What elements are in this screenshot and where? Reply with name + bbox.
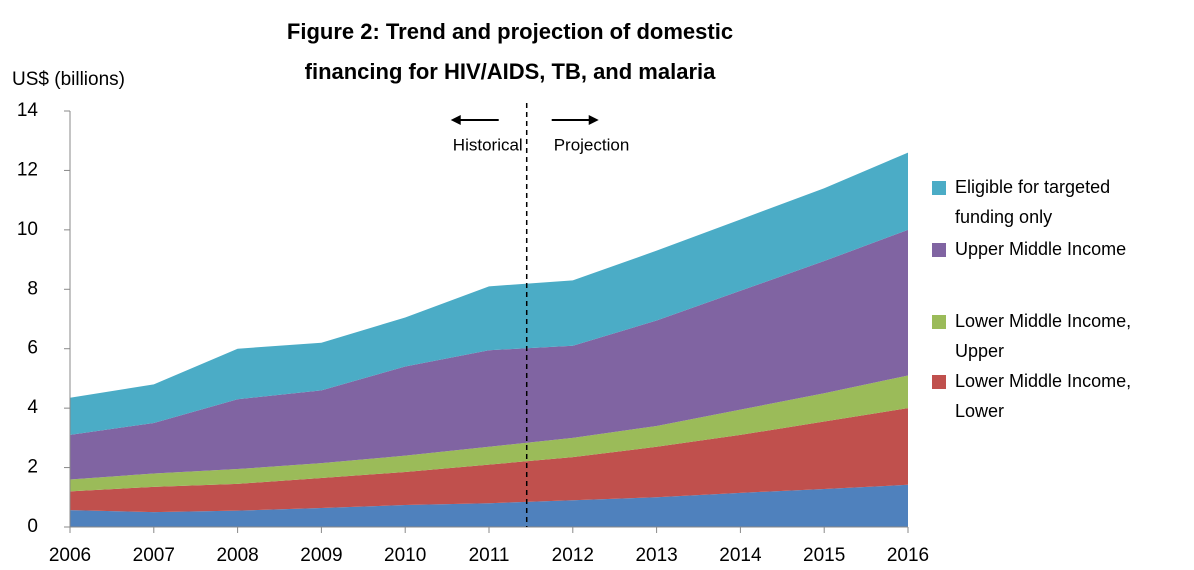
- arrow-head: [588, 115, 599, 125]
- legend-label: Lower Middle Income, Upper: [955, 311, 1132, 361]
- area: [70, 152, 908, 435]
- x-tick-label: 2013: [635, 545, 677, 566]
- legend-swatch: [932, 375, 946, 389]
- y-tick-label: 8: [27, 278, 38, 299]
- legend-swatch: [932, 243, 946, 257]
- annotation: Projection: [554, 135, 630, 154]
- x-tick-label: 2006: [49, 545, 91, 566]
- area: [70, 229, 908, 480]
- y-tick-label: 12: [17, 159, 38, 180]
- x-tick-label: 2010: [384, 545, 426, 566]
- legend-label: Lower Middle Income, Lower: [955, 371, 1132, 421]
- y-tick-label: 4: [27, 397, 38, 418]
- x-tick-label: 2008: [216, 545, 258, 566]
- y-tick-label: 6: [27, 338, 38, 359]
- x-tick-label: 2012: [552, 545, 594, 566]
- y-tick-label: 14: [17, 100, 39, 121]
- y-tick-label: 10: [17, 219, 38, 240]
- x-tick-label: 2007: [133, 545, 175, 566]
- x-tick-label: 2009: [300, 545, 342, 566]
- y-axis-label: US$ (billions): [12, 69, 125, 90]
- area: [70, 408, 908, 513]
- x-tick-label: 2014: [719, 545, 762, 566]
- legend-label: Upper Middle Income: [955, 239, 1127, 259]
- annotation: Historical: [453, 135, 523, 154]
- legend-swatch: [932, 315, 946, 329]
- area: [70, 375, 908, 492]
- arrow-head: [450, 115, 461, 125]
- legend-swatch: [932, 181, 946, 195]
- x-tick-label: 2016: [887, 545, 929, 566]
- y-tick-label: 0: [27, 516, 38, 537]
- chart-title: Figure 2: Trend and projection of domest…: [286, 19, 734, 84]
- legend-label: Eligible for targeted funding only: [955, 177, 1111, 227]
- area: [70, 484, 908, 527]
- y-tick-label: 2: [27, 457, 38, 478]
- x-tick-label: 2015: [803, 545, 845, 566]
- x-tick-label: 2011: [469, 545, 510, 566]
